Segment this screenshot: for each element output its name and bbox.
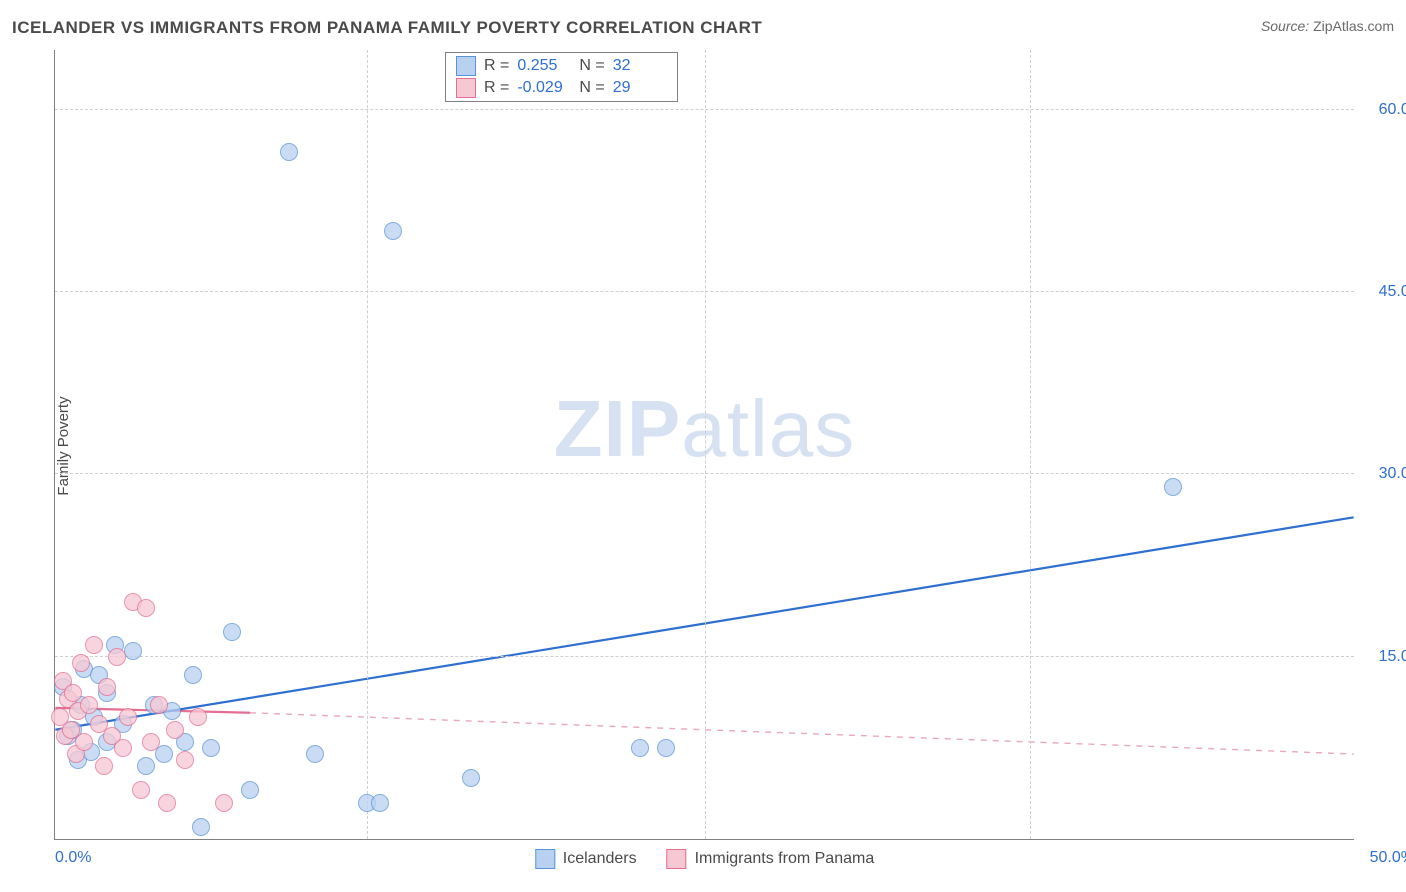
r-label: R = <box>484 57 509 75</box>
data-point <box>132 781 150 799</box>
legend-item: Immigrants from Panama <box>667 849 875 869</box>
data-point <box>184 666 202 684</box>
data-point <box>631 739 649 757</box>
data-point <box>114 739 132 757</box>
legend-label: Immigrants from Panama <box>695 850 875 868</box>
data-point <box>384 222 402 240</box>
data-point <box>176 751 194 769</box>
x-tick-label: 50.0% <box>1370 849 1406 867</box>
data-point <box>192 818 210 836</box>
data-point <box>241 781 259 799</box>
data-point <box>150 696 168 714</box>
series-legend: Icelanders Immigrants from Panama <box>535 849 874 869</box>
data-point <box>64 684 82 702</box>
n-label: N = <box>579 57 604 75</box>
n-value: 32 <box>613 57 667 75</box>
data-point <box>657 739 675 757</box>
data-point <box>223 623 241 641</box>
legend-label: Icelanders <box>563 850 637 868</box>
source-label: Source: <box>1261 18 1309 34</box>
data-point <box>137 757 155 775</box>
stats-legend: R = 0.255 N = 32 R = -0.029 N = 29 <box>445 52 678 102</box>
data-point <box>75 733 93 751</box>
data-point <box>108 648 126 666</box>
x-tick-label: 0.0% <box>55 849 91 867</box>
chart-title: ICELANDER VS IMMIGRANTS FROM PANAMA FAMI… <box>12 18 762 37</box>
data-point <box>72 654 90 672</box>
legend-swatch <box>456 56 476 76</box>
y-tick-label: 60.0% <box>1364 101 1406 119</box>
stats-legend-row: R = -0.029 N = 29 <box>446 77 677 99</box>
r-label: R = <box>484 79 509 97</box>
source-attribution: Source: ZipAtlas.com <box>1261 18 1394 34</box>
data-point <box>1164 478 1182 496</box>
legend-swatch <box>535 849 555 869</box>
data-point <box>95 757 113 775</box>
data-point <box>371 794 389 812</box>
trend-line <box>250 713 1354 754</box>
r-value: -0.029 <box>517 79 571 97</box>
data-point <box>98 678 116 696</box>
data-point <box>306 745 324 763</box>
vgridline <box>705 50 706 839</box>
vgridline <box>1030 50 1031 839</box>
watermark-bold: ZIP <box>554 384 681 473</box>
scatter-plot: ZIPatlas R =0.255N =32R =-0.029N =29 Ice… <box>54 50 1354 840</box>
vgridline <box>367 50 368 839</box>
data-point <box>462 769 480 787</box>
stats-legend-row: R = 0.255 N = 32 <box>446 55 677 77</box>
legend-swatch <box>667 849 687 869</box>
data-point <box>215 794 233 812</box>
data-point <box>189 708 207 726</box>
n-label: N = <box>579 79 604 97</box>
data-point <box>142 733 160 751</box>
data-point <box>158 794 176 812</box>
data-point <box>202 739 220 757</box>
legend-item: Icelanders <box>535 849 637 869</box>
data-point <box>119 708 137 726</box>
legend-swatch <box>456 78 476 98</box>
n-value: 29 <box>613 79 667 97</box>
watermark-rest: atlas <box>681 384 855 473</box>
y-tick-label: 30.0% <box>1364 465 1406 483</box>
data-point <box>137 599 155 617</box>
data-point <box>166 721 184 739</box>
y-tick-label: 45.0% <box>1364 283 1406 301</box>
r-value: 0.255 <box>517 57 571 75</box>
data-point <box>124 642 142 660</box>
data-point <box>280 143 298 161</box>
y-tick-label: 15.0% <box>1364 648 1406 666</box>
data-point <box>80 696 98 714</box>
data-point <box>85 636 103 654</box>
source-value: ZipAtlas.com <box>1313 18 1394 34</box>
